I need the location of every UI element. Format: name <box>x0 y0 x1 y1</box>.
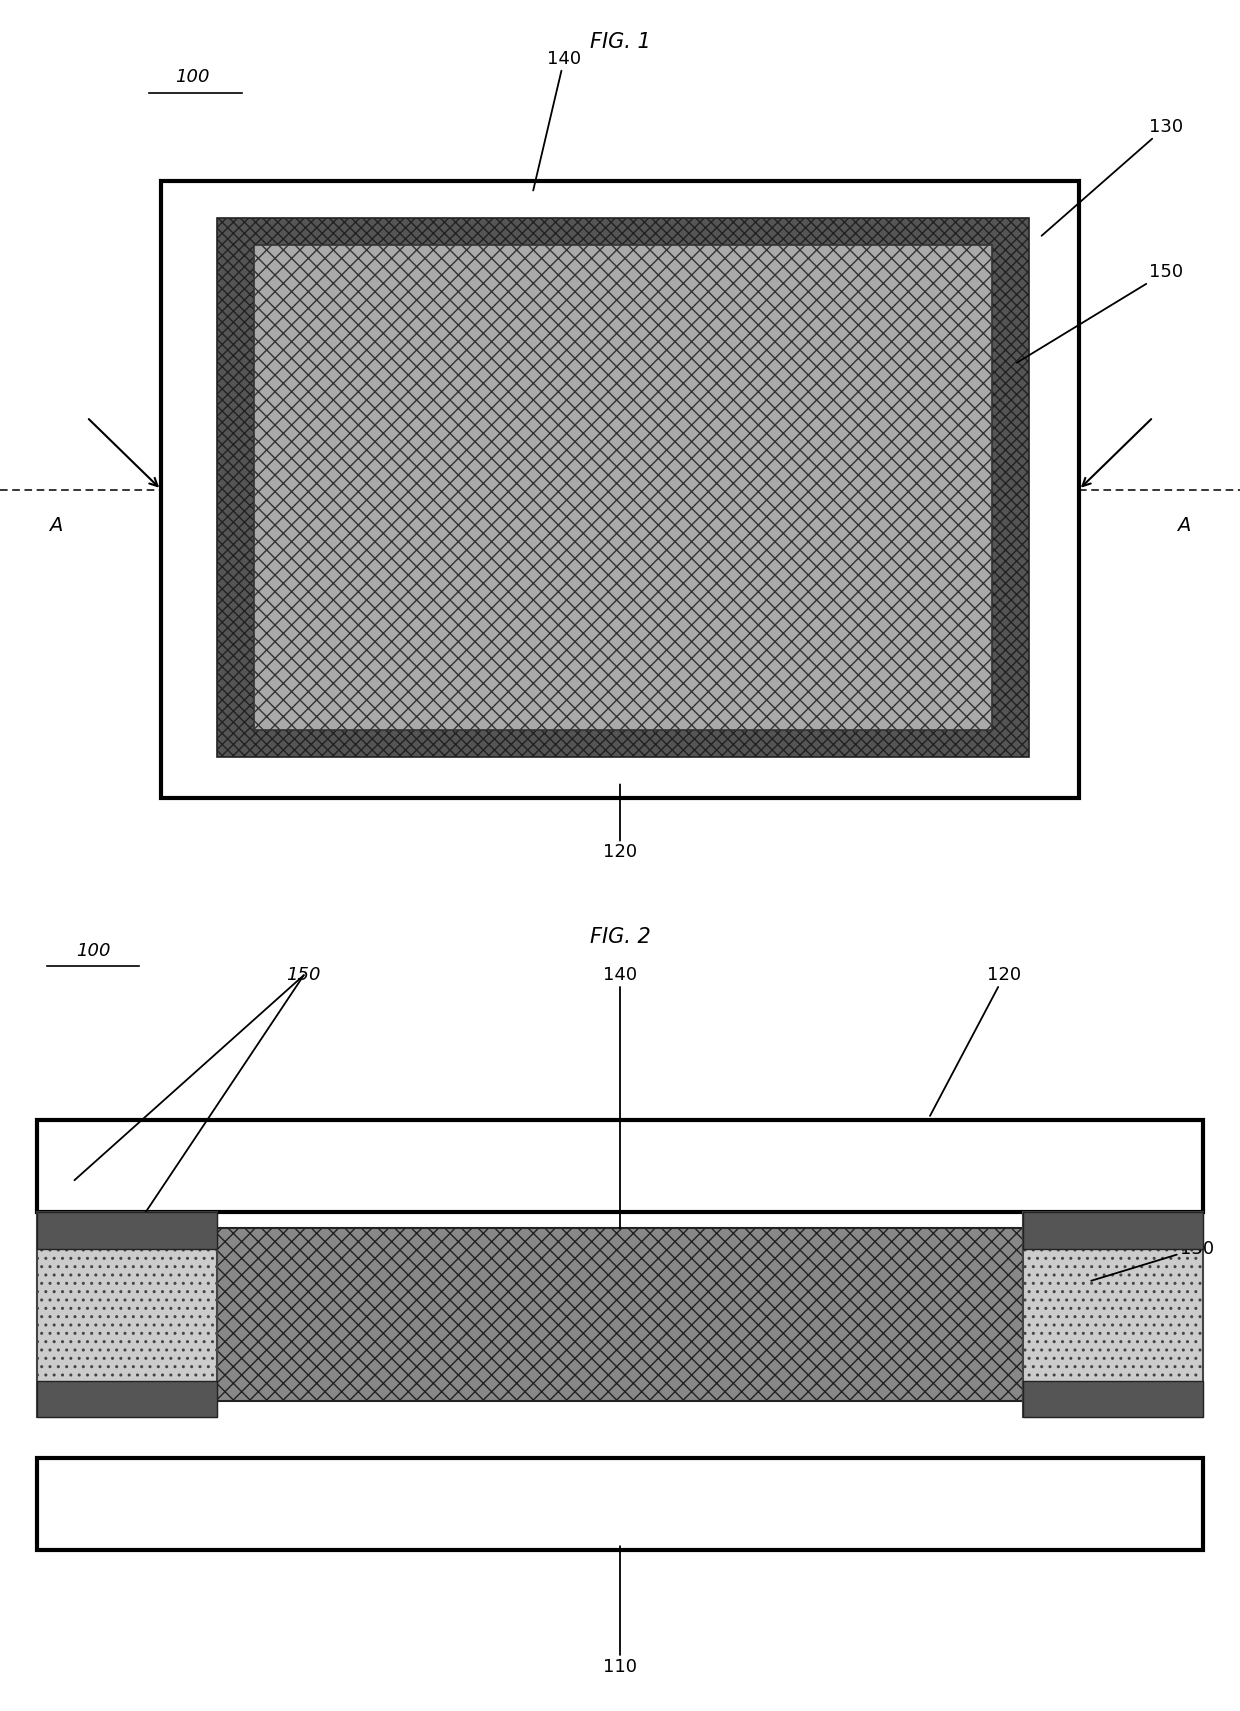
Text: 150: 150 <box>286 967 321 984</box>
Text: A: A <box>50 517 62 536</box>
Bar <box>161 181 1079 797</box>
Bar <box>37 1213 217 1417</box>
Text: 100: 100 <box>175 68 210 86</box>
Text: 100: 100 <box>76 943 110 960</box>
Bar <box>37 1121 1203 1213</box>
Bar <box>37 1458 1203 1550</box>
Text: 110: 110 <box>603 1547 637 1675</box>
Bar <box>1023 1381 1203 1417</box>
Bar <box>1023 1213 1203 1249</box>
Bar <box>254 245 992 731</box>
Bar <box>217 1228 1023 1401</box>
Text: 130: 130 <box>1091 1239 1214 1282</box>
Text: 120: 120 <box>930 967 1022 1116</box>
Text: 150: 150 <box>1017 263 1183 363</box>
Bar <box>217 217 1029 758</box>
Bar <box>37 1381 217 1417</box>
Text: 140: 140 <box>533 50 582 190</box>
Bar <box>37 1213 217 1249</box>
Text: 130: 130 <box>1042 118 1183 236</box>
Text: FIG. 2: FIG. 2 <box>590 927 650 946</box>
Text: A: A <box>1178 517 1190 536</box>
Bar <box>1023 1213 1203 1417</box>
Text: FIG. 1: FIG. 1 <box>590 33 650 51</box>
Text: 140: 140 <box>603 967 637 1228</box>
Text: 120: 120 <box>603 784 637 861</box>
